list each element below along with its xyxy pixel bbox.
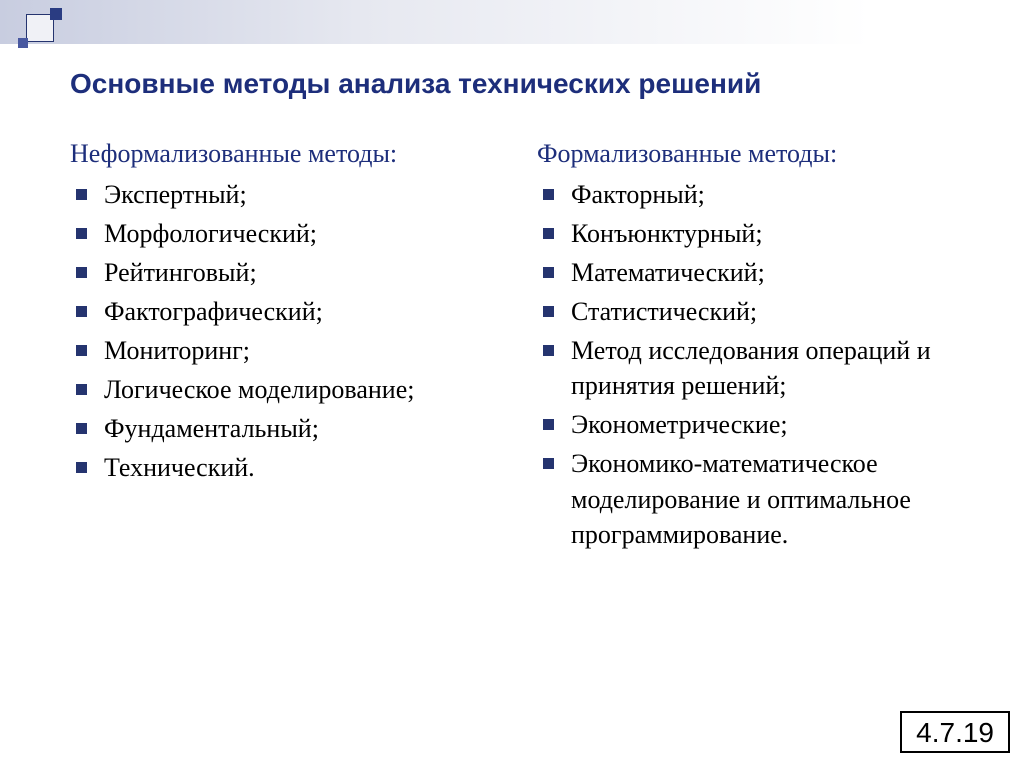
list-item: Рейтинговый; bbox=[70, 255, 497, 290]
list-item: Статистический; bbox=[537, 294, 964, 329]
list-item: Мониторинг; bbox=[70, 333, 497, 368]
list-item: Экономико-математическое моделирование и… bbox=[537, 446, 964, 551]
list-item: Фундаментальный; bbox=[70, 411, 497, 446]
slide-content: Основные методы анализа технических реше… bbox=[0, 44, 1024, 576]
list-item: Фактографический; bbox=[70, 294, 497, 329]
header-gradient bbox=[0, 0, 1024, 44]
list-item: Эконометрические; bbox=[537, 407, 964, 442]
two-column-layout: Неформализованные методы: Экспертный; Мо… bbox=[70, 137, 964, 556]
list-item: Логическое моделирование; bbox=[70, 372, 497, 407]
list-item: Конъюнктурный; bbox=[537, 216, 964, 251]
page-number-box: 4.7.19 bbox=[900, 711, 1010, 753]
left-column-heading: Неформализованные методы: bbox=[70, 137, 497, 171]
left-column: Неформализованные методы: Экспертный; Мо… bbox=[70, 137, 497, 556]
list-item: Математический; bbox=[537, 255, 964, 290]
list-item: Факторный; bbox=[537, 177, 964, 212]
square-decor-small-1 bbox=[50, 8, 62, 20]
left-methods-list: Экспертный; Морфологический; Рейтинговый… bbox=[70, 177, 497, 486]
slide-title: Основные методы анализа технических реше… bbox=[70, 66, 964, 101]
list-item: Экспертный; bbox=[70, 177, 497, 212]
right-methods-list: Факторный; Конъюнктурный; Математический… bbox=[537, 177, 964, 552]
decorative-corner-squares bbox=[8, 4, 68, 48]
list-item: Морфологический; bbox=[70, 216, 497, 251]
list-item: Метод исследования операций и принятия р… bbox=[537, 333, 964, 403]
list-item: Технический. bbox=[70, 450, 497, 485]
right-column: Формализованные методы: Факторный; Конъю… bbox=[537, 137, 964, 556]
right-column-heading: Формализованные методы: bbox=[537, 137, 964, 171]
